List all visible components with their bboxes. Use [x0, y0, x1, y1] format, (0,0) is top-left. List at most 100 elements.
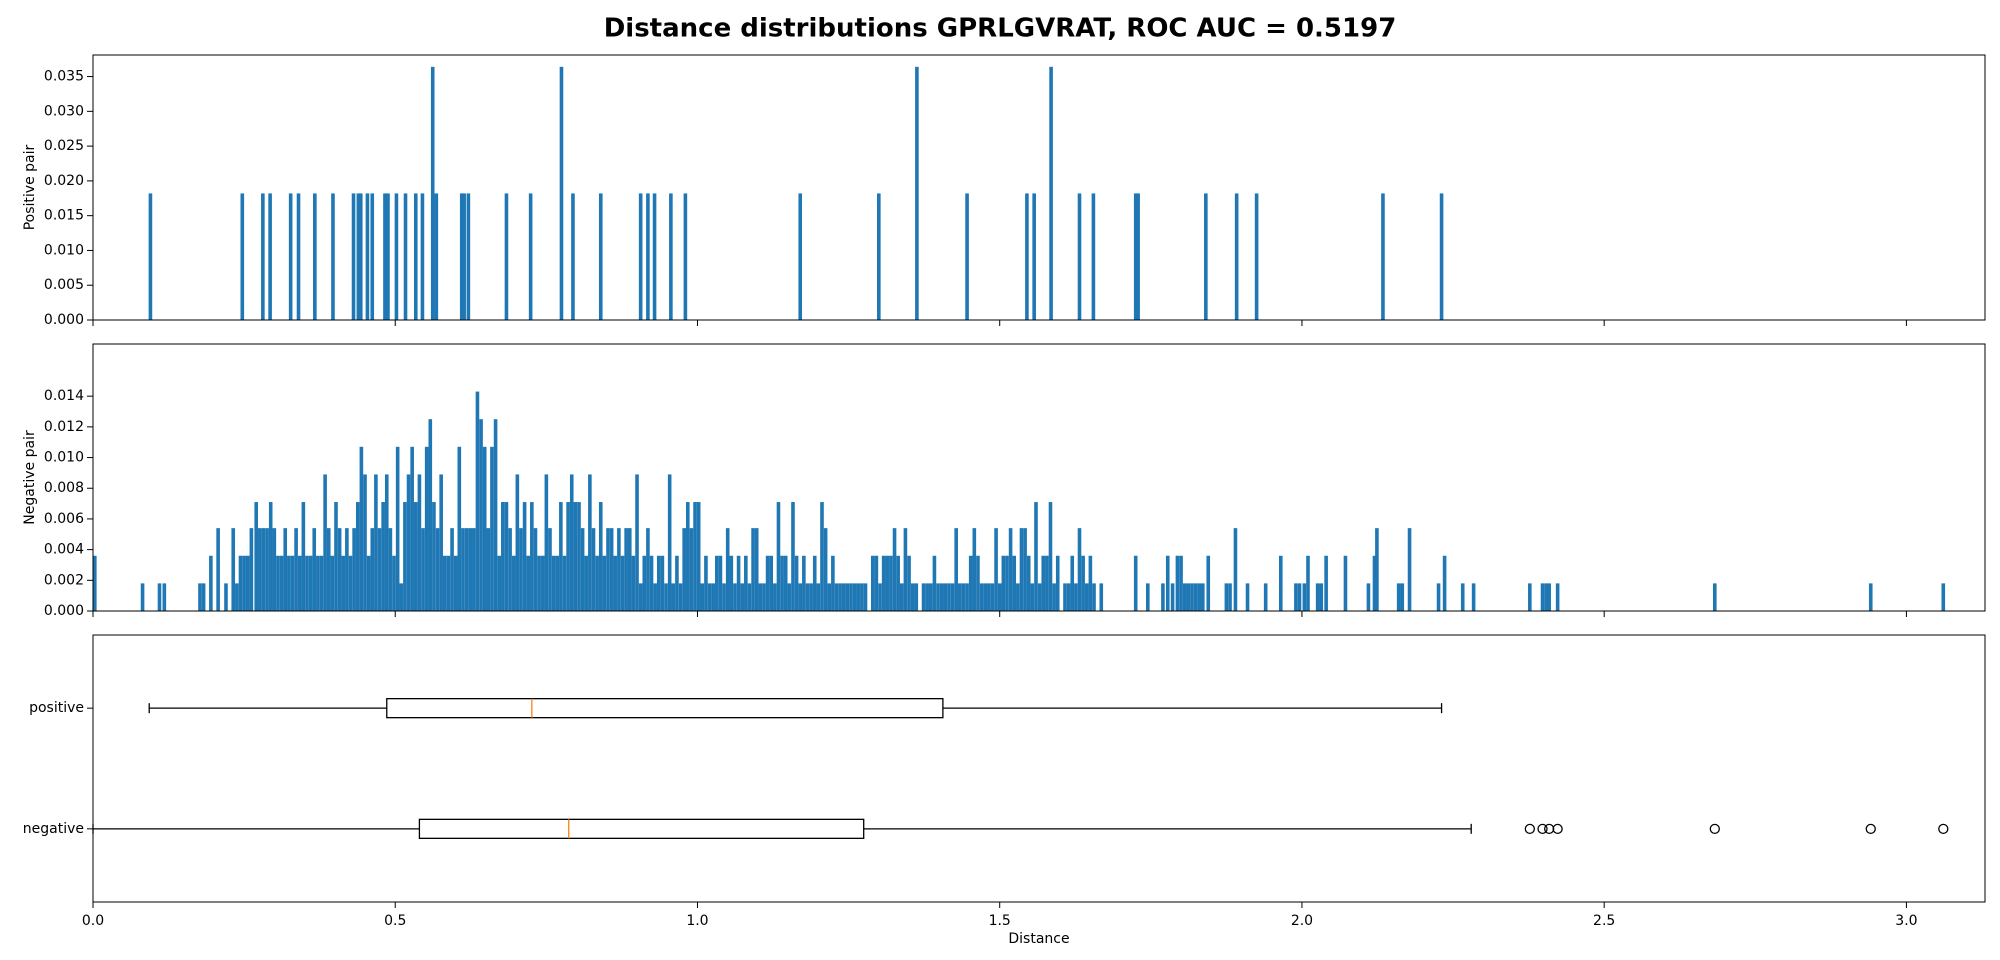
bar	[240, 193, 245, 320]
bar	[238, 555, 243, 611]
bar	[461, 528, 465, 611]
bar	[994, 528, 998, 611]
bar	[272, 528, 277, 611]
y-tick-label: 0.015	[44, 208, 84, 224]
bar	[965, 193, 969, 320]
bar	[519, 528, 523, 611]
bar	[1052, 583, 1056, 611]
bar	[958, 583, 962, 611]
bar	[486, 528, 491, 611]
bar	[544, 474, 549, 611]
bar	[511, 555, 516, 611]
bar	[798, 583, 803, 611]
bar	[559, 502, 563, 611]
bar	[1175, 555, 1180, 611]
bar	[1161, 583, 1165, 611]
bar	[588, 474, 592, 611]
bar	[366, 555, 371, 611]
bar	[231, 528, 236, 611]
bar	[265, 528, 269, 611]
bar	[722, 583, 726, 611]
bar	[1077, 193, 1082, 320]
bar	[548, 528, 552, 611]
bar	[341, 555, 346, 611]
bar	[671, 583, 676, 611]
bar	[972, 528, 977, 611]
bar	[889, 555, 893, 611]
bar	[472, 528, 476, 611]
bar	[1555, 583, 1560, 611]
bar	[903, 528, 908, 611]
bar	[435, 528, 440, 611]
bar	[224, 583, 228, 611]
bar	[1941, 583, 1946, 611]
bar	[394, 193, 399, 320]
bar	[562, 555, 567, 611]
bar	[683, 193, 688, 320]
flier	[1544, 823, 1555, 834]
bar	[928, 583, 933, 611]
bar	[1868, 583, 1873, 611]
chart-title: Distance distributions GPRLGVRAT, ROC AU…	[604, 14, 1397, 44]
bar	[696, 502, 701, 611]
bar	[725, 528, 730, 611]
x-tick-label: 1.0	[686, 913, 708, 929]
flier	[1524, 823, 1535, 834]
bar	[428, 419, 433, 611]
bar	[430, 66, 435, 320]
bar	[729, 555, 734, 611]
bar	[631, 555, 636, 611]
bar	[627, 528, 632, 611]
bar	[1400, 583, 1405, 611]
bar	[816, 583, 821, 611]
bar	[580, 528, 585, 611]
bar	[1471, 583, 1476, 611]
bar	[997, 583, 1002, 611]
bar	[809, 583, 813, 611]
bar	[591, 528, 596, 611]
y-tick-label: positive	[29, 700, 84, 716]
bar	[254, 502, 259, 611]
bar	[652, 193, 657, 320]
bar	[312, 528, 317, 611]
bar	[421, 528, 425, 611]
y-axis-label: Negative pair	[22, 430, 38, 525]
bar	[313, 193, 317, 320]
bar	[1186, 583, 1191, 611]
bar	[758, 583, 763, 611]
bar	[504, 193, 509, 320]
bar	[377, 528, 382, 611]
bar	[352, 528, 356, 611]
x-tick-label: 2.5	[1593, 913, 1615, 929]
bar	[915, 66, 919, 320]
bar	[334, 502, 338, 611]
bar	[870, 555, 875, 611]
bar	[1179, 555, 1183, 611]
bar	[852, 583, 857, 611]
bar	[646, 528, 650, 611]
bar	[1324, 555, 1328, 611]
box	[418, 818, 865, 839]
bar	[1133, 555, 1138, 611]
bar	[1049, 66, 1053, 320]
bar	[747, 583, 752, 611]
bar	[711, 583, 715, 611]
y-tick-label: 0.012	[44, 419, 84, 435]
y-tick-label: 0.000	[44, 312, 84, 328]
bar	[961, 583, 966, 611]
bar	[1366, 583, 1371, 611]
bar	[370, 193, 375, 320]
bar	[877, 193, 881, 320]
bar	[1528, 583, 1532, 611]
bar	[245, 555, 250, 611]
bar	[686, 502, 690, 611]
bar	[432, 502, 436, 611]
bar	[392, 555, 396, 611]
bar	[653, 583, 657, 611]
bar	[860, 583, 864, 611]
bar	[675, 555, 679, 611]
bar	[1182, 583, 1187, 611]
bar	[356, 193, 361, 320]
bar	[345, 528, 349, 611]
